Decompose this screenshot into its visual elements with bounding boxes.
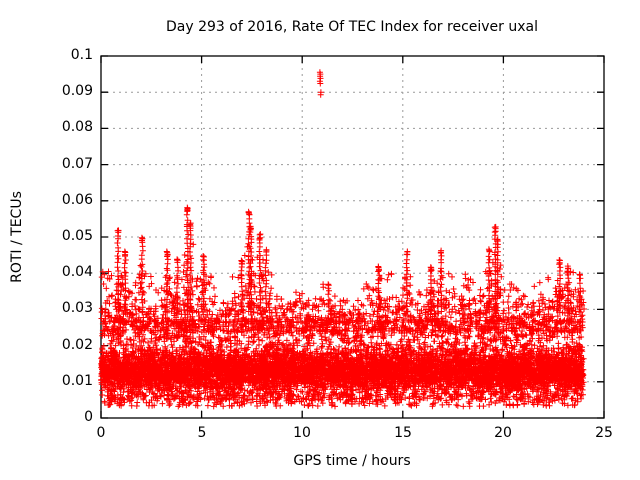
x-tick-label-25: 25 bbox=[595, 425, 613, 441]
y-tick-label-0.03: 0.03 bbox=[61, 300, 93, 316]
chart-title: Day 293 of 2016, Rate Of TEC Index for r… bbox=[166, 19, 538, 35]
x-tick-label-5: 5 bbox=[197, 425, 207, 441]
y-tick-label-0.07: 0.07 bbox=[61, 156, 93, 172]
y-tick-label-0.01: 0.01 bbox=[61, 373, 93, 389]
x-tick-label-15: 15 bbox=[394, 425, 412, 441]
y-tick-label-0.09: 0.09 bbox=[61, 83, 93, 99]
y-tick-label-0.04: 0.04 bbox=[61, 264, 93, 280]
y-tick-label-0.06: 0.06 bbox=[61, 192, 93, 208]
x-tick-label-10: 10 bbox=[293, 425, 311, 441]
y-tick-label-0.08: 0.08 bbox=[61, 119, 93, 135]
x-tick-label-0: 0 bbox=[96, 425, 106, 441]
x-axis-label: GPS time / hours bbox=[293, 453, 411, 469]
y-tick-label-0.1: 0.1 bbox=[70, 47, 93, 63]
y-tick-label-0.02: 0.02 bbox=[61, 337, 93, 353]
x-tick-label-20: 20 bbox=[494, 425, 512, 441]
y-tick-label-0.05: 0.05 bbox=[61, 228, 93, 244]
y-tick-label-0: 0 bbox=[84, 409, 93, 425]
